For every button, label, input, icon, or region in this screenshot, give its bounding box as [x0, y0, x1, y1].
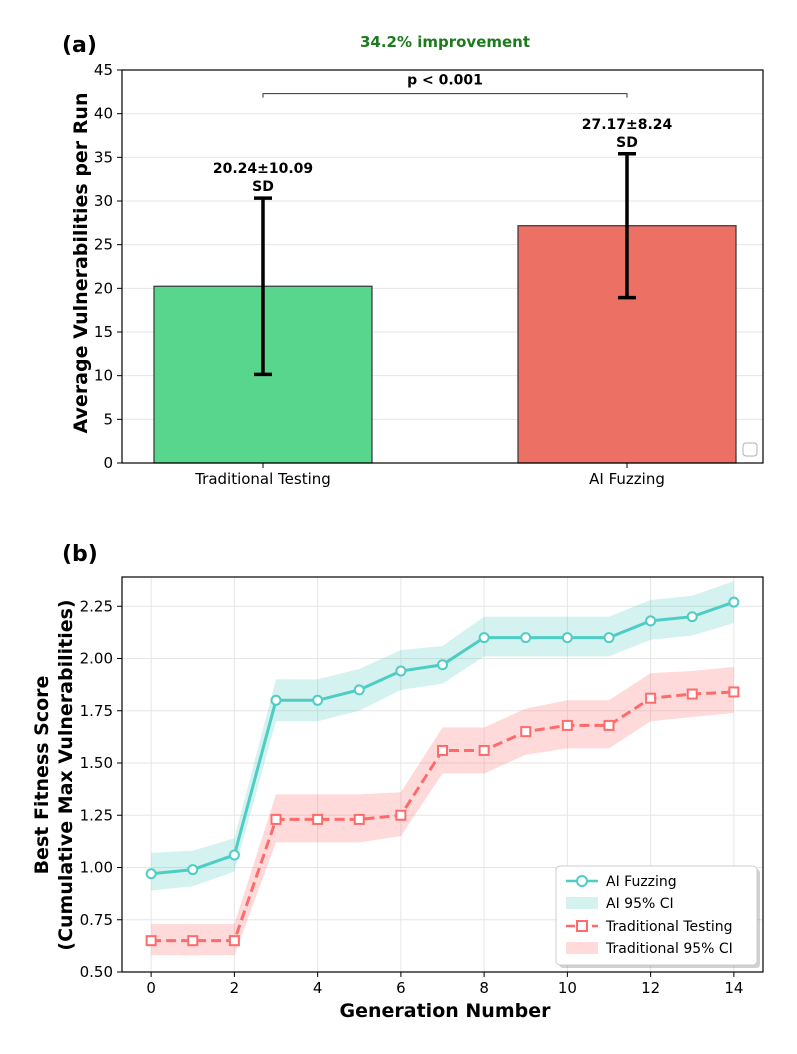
point-s1-6	[395, 809, 407, 821]
point-s0-12	[645, 615, 657, 627]
y-tick-label: 15	[94, 323, 113, 341]
x-tick-label: 6	[396, 979, 406, 997]
panel-b-frame	[121, 576, 764, 973]
panel-b-markers	[145, 596, 740, 947]
legend-ai-fuzzing: AI Fuzzing	[606, 874, 677, 890]
x-tick-label: 12	[641, 979, 660, 997]
point-s1-7	[437, 744, 448, 756]
point-s0-2	[228, 849, 240, 861]
point-s0-4	[312, 694, 324, 706]
value-label-0: 20.24±10.09	[213, 161, 313, 177]
point-s1-12	[645, 692, 657, 704]
y-tick-label: 5	[103, 410, 113, 428]
legend-traditional-testing: Traditional Testing	[605, 919, 733, 935]
point-s1-2	[228, 935, 240, 947]
point-s1-4	[312, 813, 324, 825]
point-s0-10	[561, 632, 573, 644]
panel-a-y-ticks: 0 5 10 15 20 25 30 35 40 45	[94, 61, 122, 472]
point-s1-8	[478, 744, 490, 756]
panel-a-bars	[153, 225, 737, 464]
y-tick-label: 2.00	[80, 650, 113, 668]
point-s1-3	[270, 813, 282, 825]
point-s0-8	[478, 632, 490, 644]
panel-a-error-bars	[254, 152, 636, 377]
point-s0-9	[520, 632, 532, 644]
point-s0-11	[603, 632, 615, 644]
panel-a-y-axis-label: Average Vulnerabilities per Run	[70, 93, 92, 434]
y-tick-label: 30	[94, 192, 113, 210]
legend-ai-ci-swatch	[566, 897, 598, 909]
point-s1-1	[187, 935, 199, 947]
legend-traditional-marker-swatch	[576, 920, 588, 932]
x-tick-label: 8	[479, 979, 489, 997]
point-s0-1	[187, 864, 199, 876]
y-tick-label: 20	[94, 279, 113, 297]
panel-b-y-ticks: 0.50 0.75 1.00 1.25 1.50 1.75 2.00 2.25	[80, 597, 122, 981]
point-s0-5	[353, 684, 365, 696]
panel-b-y-axis-label-line2: (Cumulative Max Vulnerabilities)	[55, 599, 77, 950]
panel-b-legend: AI Fuzzing AI 95% CI Traditional Testing…	[555, 865, 760, 968]
legend-traditional-ci: Traditional 95% CI	[605, 941, 733, 957]
panel-b-x-ticks: 0 2 4 6 8 10 12 14	[146, 972, 743, 997]
y-tick-label: 0.75	[80, 911, 113, 929]
y-tick-label: 35	[94, 148, 113, 166]
y-tick-label: 1.00	[80, 859, 113, 877]
point-s0-7	[437, 659, 448, 671]
point-s1-14	[728, 686, 740, 698]
value-label-1: 27.17±8.24	[582, 117, 673, 133]
point-s0-0	[145, 868, 157, 880]
panel-b: (b) 0.50 0.75 1.00 1.25 1.50 1.75 2.00 2.25 0 2 4…	[31, 542, 764, 1022]
x-tick-label: 2	[230, 979, 240, 997]
ci-band-1	[151, 666, 734, 956]
point-s1-5	[353, 813, 365, 825]
y-tick-label: 25	[94, 236, 113, 254]
legend-ai-ci: AI 95% CI	[606, 896, 674, 912]
y-tick-label: 1.50	[80, 754, 113, 772]
point-s1-11	[603, 719, 615, 731]
panel-a-label: (a)	[62, 33, 97, 58]
panel-b-y-axis-label-line1: Best Fitness Score	[31, 676, 53, 875]
value-label-sd-1: SD	[616, 135, 638, 151]
significance-line	[262, 93, 628, 98]
x-tick-label: 14	[724, 979, 743, 997]
significance-bracket: p < 0.001	[262, 73, 628, 98]
y-tick-label: 1.25	[80, 806, 113, 824]
point-s1-0	[145, 935, 157, 947]
x-tick-label-1: AI Fuzzing	[589, 470, 665, 488]
point-s0-3	[270, 694, 282, 706]
y-tick-label: 0	[103, 454, 113, 472]
point-s0-6	[395, 665, 407, 677]
x-tick-label: 10	[558, 979, 577, 997]
point-s1-10	[561, 719, 573, 731]
panel-a-frame	[121, 69, 764, 464]
x-tick-label: 4	[313, 979, 323, 997]
y-tick-label: 40	[94, 105, 113, 123]
panel-a-x-ticks: Traditional Testing AI Fuzzing	[194, 463, 665, 488]
legend-ai-marker-swatch	[576, 875, 588, 887]
legend-box	[555, 865, 758, 966]
improvement-title: 34.2% improvement	[360, 33, 530, 51]
empty-legend-box	[742, 442, 758, 457]
y-tick-label: 1.75	[80, 702, 113, 720]
panel-a-value-labels: 20.24±10.09 SD 27.17±8.24 SD	[213, 117, 673, 195]
point-s0-13	[686, 611, 698, 623]
panel-a: (a) 34.2% improvement 20.24±10.09 SD 27.17…	[62, 33, 764, 488]
y-tick-label: 10	[94, 367, 113, 385]
value-label-sd-0: SD	[252, 179, 274, 195]
point-s0-14	[728, 596, 740, 608]
y-tick-label: 2.25	[80, 597, 113, 615]
panel-b-x-axis-label: Generation Number	[340, 1000, 552, 1022]
point-s1-9	[520, 726, 532, 738]
p-value-label: p < 0.001	[407, 73, 483, 89]
x-tick-label: 0	[146, 979, 156, 997]
legend-traditional-ci-swatch	[566, 942, 598, 954]
x-tick-label-0: Traditional Testing	[194, 470, 331, 488]
y-tick-label: 45	[94, 61, 113, 79]
y-tick-label: 0.50	[80, 963, 113, 981]
point-s1-13	[686, 688, 698, 700]
panel-b-label: (b)	[62, 542, 98, 567]
